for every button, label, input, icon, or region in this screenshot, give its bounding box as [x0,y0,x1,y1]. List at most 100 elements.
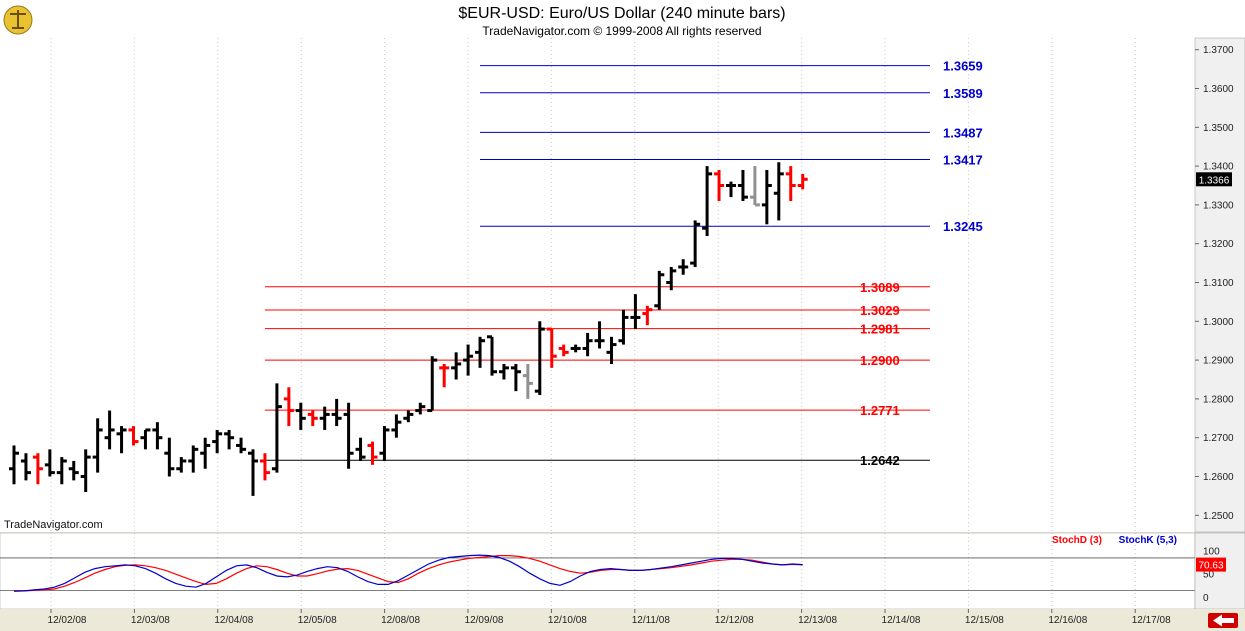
legend-stochk: StochK (5,3) [1119,535,1177,546]
ohlc-bar [104,410,115,450]
last-price-box: 1.3366 [1196,172,1232,187]
ohlc-bar [510,363,521,392]
ohlc-bar [176,457,187,473]
left-arrow-icon[interactable] [1208,613,1238,628]
ohlc-bar [283,387,294,427]
stochastic-last-label: 70.63 [1198,561,1223,572]
ohlc-bar [522,363,533,399]
date-tick-label: 12/12/08 [715,615,754,626]
ohlc-bar [761,169,772,225]
ohlc-bar [343,402,354,469]
date-tick-label: 12/03/08 [131,615,170,626]
ohlc-bar [594,321,605,349]
price-tick-label: 1.3500 [1203,123,1234,134]
date-tick-label: 12/14/08 [882,615,921,626]
ohlc-bar [80,449,91,493]
ohlc-bar [439,363,450,388]
ohlc-bar [666,266,677,291]
level-label: 1.2771 [860,403,900,418]
ohlc-bar [570,344,581,353]
level-label: 1.2981 [860,322,900,337]
ohlc-bar [56,457,67,485]
stoch-series-line [13,554,803,592]
price-levels: 1.3659 1.3589 1.3487 1.3417 1.3245 1.3089 1.30… [264,59,983,468]
ohlc-bar [391,414,402,438]
ohlc-bar [726,181,736,198]
chart-title: $EUR-USD: Euro/US Dollar (240 minute bar… [458,5,785,22]
price-tick-label: 1.2700 [1203,433,1234,444]
price-axis[interactable] [1194,37,1245,533]
date-tick-label: 12/10/08 [548,615,587,626]
ohlc-bar [785,166,796,202]
stoch-series-line [14,554,803,592]
price-axis-ticks: 1.2500 1.2600 1.2700 1.2800 1.2900 1.3000 1.31… [1195,45,1234,522]
last-price-label: 1.3366 [1199,175,1230,186]
date-axis-ticks: 12/02/08 12/03/08 12/04/08 12/05/08 12/08/08… [48,609,1171,626]
ohlc-bar [92,418,103,473]
ohlc-bar [68,460,79,481]
ohlc-bar [271,383,282,473]
ohlc-bar [164,437,175,477]
ohlc-bar [534,321,545,396]
price-tick-label: 1.3100 [1203,278,1234,289]
ohlc-bar [749,166,760,207]
stochastic-reference-lines [0,557,1195,591]
date-axis [0,609,1245,631]
ohlc-bar [128,426,139,446]
ohlc-bar [319,406,330,430]
ohlc-bar [415,402,426,415]
stochastic-last-box: 70.63 [1196,557,1226,572]
date-tick-label: 12/02/08 [48,615,87,626]
logo-icon[interactable] [3,5,33,35]
ohlc-bar [295,402,306,430]
ohlc-bar [200,437,211,469]
level-label: 1.3029 [860,303,900,318]
ohlc-bar [44,449,55,477]
ohlc-bar [737,169,748,202]
ohlc-bar [618,309,629,345]
ohlc-bar [773,162,784,221]
stoch-tick-label: 0 [1203,593,1209,604]
ohlc-bar [702,166,713,236]
ohlc-bar [236,437,247,454]
ohlc-bar [20,453,31,481]
price-tick-label: 1.2500 [1203,511,1234,522]
ohlc-bar [152,422,163,450]
ohlc-bar [188,445,199,473]
ohlc-bar [32,453,43,485]
date-tick-label: 12/15/08 [965,615,1004,626]
price-tick-label: 1.3300 [1203,200,1234,211]
date-tick-label: 12/04/08 [214,615,253,626]
ohlc-bar [224,429,235,450]
stoch-tick-label: 50 [1203,570,1215,581]
level-label: 1.2642 [860,453,900,468]
ohlc-bar [116,426,127,454]
level-label: 1.3659 [943,59,983,74]
level-label: 1.3417 [943,153,983,168]
date-tick-label: 12/17/08 [1132,615,1171,626]
ohlc-bar [427,356,438,413]
stoch-tick-label: 100 [1203,546,1220,557]
ohlc-bar [642,305,653,326]
ohlc-bar [487,335,497,376]
ohlc-bar [714,169,725,202]
ohlc-bar [259,453,270,481]
copyright-text: TradeNavigator.com © 1999-2008 All right… [482,24,761,38]
ohlc-bar [331,398,342,427]
ohlc-bar [606,336,617,364]
date-tick-label: 12/16/08 [1048,615,1087,626]
ohlc-bar [690,220,701,267]
ohlc-bar [248,449,258,496]
ohlc-bar [379,426,390,461]
ohlc-bar [463,344,474,376]
price-tick-label: 1.3700 [1203,45,1234,56]
price-panel [0,38,1195,532]
ohlc-bar [367,441,378,465]
ohlc-bar [678,259,689,275]
ohlc-bar [582,332,593,357]
stochastic-gridlines [50,533,1136,609]
level-label: 1.3487 [943,125,983,140]
price-tick-label: 1.3200 [1203,239,1234,250]
ohlc-bar [498,363,509,380]
